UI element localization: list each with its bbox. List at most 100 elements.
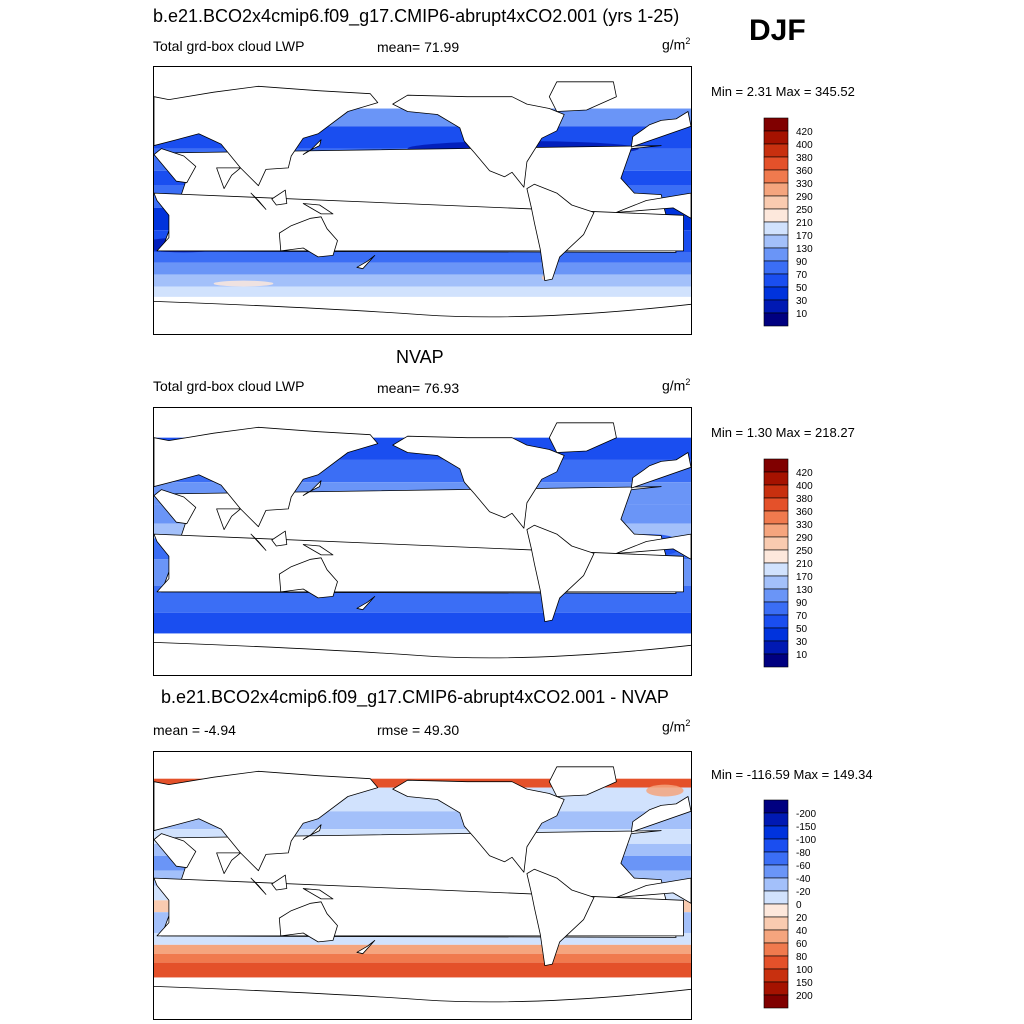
colorbar-tick-label: 30 (796, 637, 808, 648)
colorbar-swatch (763, 981, 789, 996)
colorbar-swatch (763, 247, 789, 262)
land-mass (271, 874, 288, 891)
land-mass (154, 85, 379, 187)
colorbar-swatch (763, 575, 789, 590)
colorbar-tick-label: 80 (796, 952, 808, 963)
colorbar-tick-label: -200 (796, 809, 816, 820)
colorbar-swatch (763, 182, 789, 197)
colorbar-tick-label: 330 (796, 179, 813, 190)
panel-3-map-field (154, 752, 691, 1019)
colorbar-swatch (763, 273, 789, 288)
colorbar-tick-label: 380 (796, 494, 813, 505)
land-mass (630, 111, 691, 148)
colorbar-swatch (763, 799, 789, 814)
field-band (154, 262, 691, 275)
land-mass (278, 901, 338, 943)
panel-2-variable-label: Total grd-box cloud LWP (153, 378, 305, 394)
panel-1-units: g/m2 (662, 36, 691, 53)
colorbar-tick-label: 50 (796, 283, 808, 294)
antarctica-coastline (154, 641, 691, 659)
field-band (154, 977, 691, 1019)
panel-2-map-field (154, 408, 691, 675)
panel-2-colorbar: 420 400 380 360 330 290 250 210 170 130 90 70 50 30 10 (763, 458, 813, 668)
panel-2-mean-label: mean= 76.93 (377, 380, 460, 396)
colorbar-tick-label: 170 (796, 572, 813, 583)
panel-3-minmax: Min = -116.59 Max = 149.34 (711, 767, 873, 782)
colorbar-tick-label: 90 (796, 257, 808, 268)
panel-2-minmax: Min = 1.30 Max = 218.27 (711, 425, 855, 440)
colorbar-tick-label: -40 (796, 874, 811, 885)
field-band (154, 953, 691, 963)
land-mass (356, 254, 376, 270)
colorbar-tick-label: 10 (796, 309, 808, 320)
colorbar-tick-label: 150 (796, 978, 813, 989)
antarctica-coastline (154, 300, 691, 318)
colorbar-swatch (763, 916, 789, 931)
field-band (154, 296, 691, 334)
colorbar-swatch (763, 955, 789, 970)
land-mass (356, 595, 376, 611)
land-mass (154, 770, 379, 872)
colorbar-tick-label: 100 (796, 965, 813, 976)
land-mass (250, 533, 267, 551)
colorbar-swatch (763, 929, 789, 944)
panel-1-minmax: Min = 2.31 Max = 345.52 (711, 84, 855, 99)
colorbar-swatch (763, 497, 789, 512)
panel-2-title: NVAP (396, 347, 444, 367)
land-mass (630, 796, 691, 833)
land-mass (302, 203, 334, 215)
colorbar-swatch (763, 471, 789, 486)
colorbar-swatch (763, 890, 789, 905)
colorbar-swatch (763, 653, 789, 668)
land-mass (526, 868, 595, 967)
colorbar-swatch (763, 838, 789, 853)
colorbar-swatch (763, 221, 789, 236)
land-mass (278, 216, 338, 258)
colorbar-tick-label: -20 (796, 887, 811, 898)
land-mass (526, 183, 595, 282)
colorbar-tick-label: 360 (796, 507, 813, 518)
field-feature (646, 784, 684, 797)
colorbar-swatch (763, 614, 789, 629)
colorbar-swatch (763, 169, 789, 184)
land-mass (250, 877, 267, 895)
colorbar-swatch (763, 877, 789, 892)
colorbar-swatch (763, 942, 789, 957)
land-mass (271, 189, 288, 206)
colorbar-swatch (763, 130, 789, 145)
colorbar-swatch (763, 117, 789, 132)
field-band (154, 932, 691, 945)
colorbar-tick-label: 200 (796, 991, 813, 1002)
panel-1-mean-label: mean= 71.99 (377, 39, 460, 55)
panel-2-units: g/m2 (662, 377, 691, 394)
colorbar-tick-label: 130 (796, 585, 813, 596)
land-mass (216, 852, 241, 874)
colorbar-swatch (763, 864, 789, 879)
colorbar-tick-label: 420 (796, 468, 813, 479)
colorbar-swatch (763, 851, 789, 866)
colorbar-swatch (763, 601, 789, 616)
land-mass (154, 148, 197, 184)
panel-1-colorbar: 420 400 380 360 330 290 250 210 170 130 90 70 50 30 10 (763, 117, 813, 327)
field-band (154, 962, 691, 978)
colorbar-swatch (763, 484, 789, 499)
colorbar-tick-label: 70 (796, 611, 808, 622)
colorbar-tick-label: 210 (796, 218, 813, 229)
colorbar-tick-label: 360 (796, 166, 813, 177)
land-mass (548, 81, 617, 112)
colorbar-swatch (763, 234, 789, 249)
land-mass (615, 877, 691, 904)
colorbar-tick-label: 20 (796, 913, 808, 924)
land-mass (392, 435, 565, 529)
colorbar-swatch (763, 260, 789, 275)
season-label: DJF (749, 14, 806, 47)
panel-1-map-field (154, 67, 691, 334)
colorbar-tick-label: 0 (796, 900, 802, 911)
land-mass (302, 139, 322, 155)
colorbar-swatch (763, 458, 789, 473)
land-mass (250, 192, 267, 210)
land-mass (302, 824, 322, 840)
land-mass (392, 94, 565, 188)
field-feature (213, 280, 274, 287)
colorbar-swatch (763, 195, 789, 210)
